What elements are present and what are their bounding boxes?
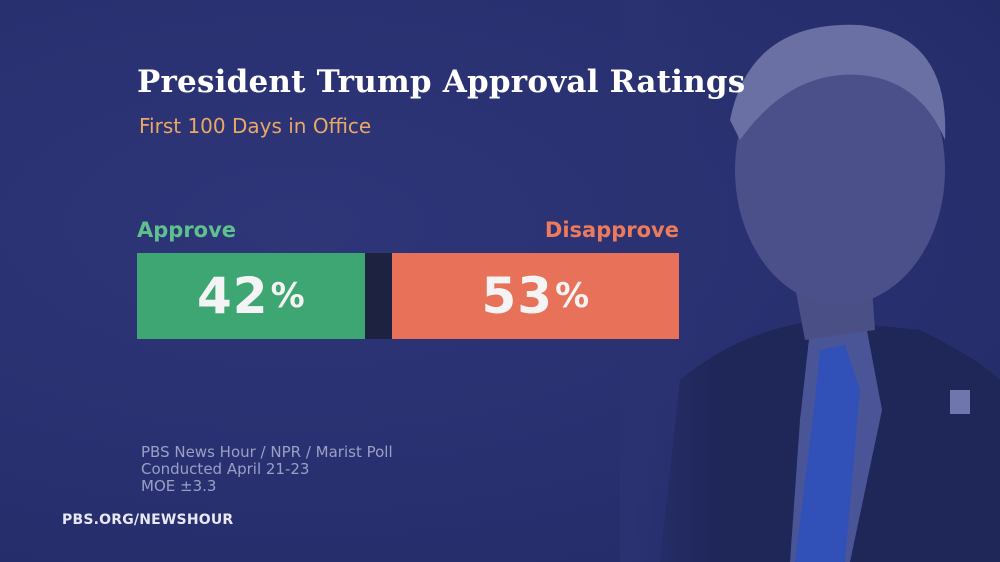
poll-source: PBS News Hour / NPR / Marist Poll Conduc… [141,444,393,495]
source-line-3: MOE ±3.3 [141,477,217,495]
chart-title: President Trump Approval Ratings [137,64,746,100]
source-line-1: PBS News Hour / NPR / Marist Poll [141,443,393,461]
footer-url: PBS.ORG/NEWSHOUR [62,512,234,528]
portrait-image [620,0,1000,562]
approve-label: Approve [137,218,237,242]
disapprove-bar: 53% [391,253,679,339]
disapprove-percent-sign: % [555,276,590,316]
approval-bar: 42% 53% [137,253,679,339]
approve-percent-sign: % [270,276,305,316]
chart-subtitle: First 100 Days in Office [139,114,372,138]
disapprove-label: Disapprove [544,218,679,242]
approve-bar: 42% [137,253,365,339]
source-line-2: Conducted April 21-23 [141,460,310,478]
disapprove-value: 53 [481,267,554,325]
approve-value: 42 [196,267,269,325]
